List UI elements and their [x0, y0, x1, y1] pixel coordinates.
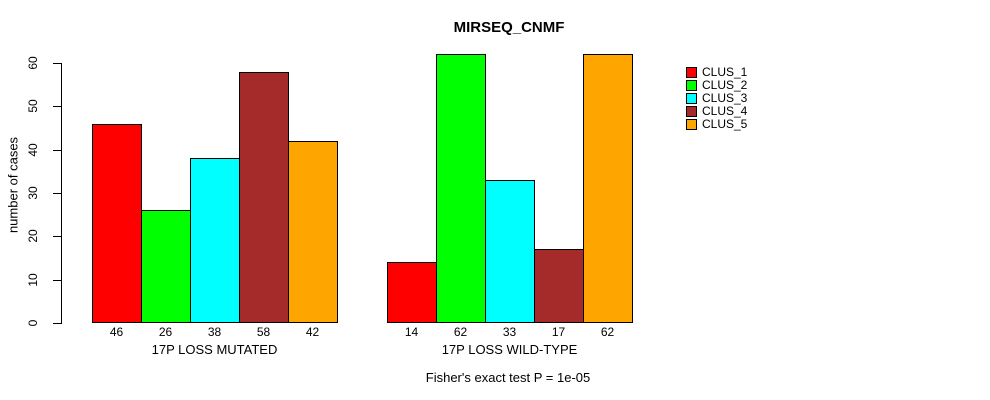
bar-value-label: 46 — [109, 325, 124, 339]
legend-item: CLUS_2 — [686, 79, 747, 92]
bar — [288, 141, 338, 323]
y-tick-label: 0 — [26, 319, 40, 327]
legend-label: CLUS_2 — [702, 78, 748, 92]
bar-value-label: 58 — [256, 325, 271, 339]
bar-value-label: 17 — [551, 325, 566, 339]
y-tick — [53, 323, 61, 324]
y-tick-label: 50 — [26, 99, 40, 113]
chart-title: MIRSEQ_CNMF — [453, 19, 565, 36]
y-tick — [53, 280, 61, 281]
bar-value-label: 33 — [502, 325, 517, 339]
legend-item: CLUS_1 — [686, 66, 747, 79]
y-tick — [53, 193, 61, 194]
group-label-wildtype: 17P LOSS WILD-TYPE — [441, 342, 578, 357]
y-tick — [53, 150, 61, 151]
legend-swatch — [686, 67, 697, 78]
bar-value-label: 38 — [207, 325, 222, 339]
group-label-mutated: 17P LOSS MUTATED — [151, 342, 278, 357]
legend-item: CLUS_5 — [686, 118, 747, 131]
bar-value-label: 42 — [305, 325, 320, 339]
bar — [534, 249, 584, 323]
bar — [190, 158, 240, 323]
legend-label: CLUS_1 — [702, 65, 748, 79]
bar — [485, 180, 535, 323]
legend-label: CLUS_3 — [702, 91, 748, 105]
y-tick — [53, 63, 61, 64]
y-axis-line — [61, 63, 62, 324]
y-tick-label: 40 — [26, 143, 40, 157]
y-tick-label: 20 — [26, 229, 40, 243]
bar-value-label: 62 — [600, 325, 615, 339]
legend-label: CLUS_5 — [702, 117, 748, 131]
bar-value-label: 62 — [453, 325, 468, 339]
y-tick-label: 30 — [26, 186, 40, 200]
legend-item: CLUS_4 — [686, 105, 747, 118]
y-tick-label: 10 — [26, 273, 40, 287]
y-axis-title: number of cases — [5, 136, 21, 234]
legend-swatch — [686, 93, 697, 104]
bar-value-label: 26 — [158, 325, 173, 339]
legend-swatch — [686, 80, 697, 91]
bar — [141, 210, 191, 323]
bar — [92, 124, 142, 323]
bar — [239, 72, 289, 323]
y-tick-label: 60 — [26, 56, 40, 70]
y-tick — [53, 106, 61, 107]
bar — [387, 262, 437, 323]
legend-swatch — [686, 106, 697, 117]
bar-value-label: 14 — [404, 325, 419, 339]
bar — [436, 54, 486, 323]
legend-swatch — [686, 119, 697, 130]
bar — [583, 54, 633, 323]
legend-label: CLUS_4 — [702, 104, 748, 118]
legend-item: CLUS_3 — [686, 92, 747, 105]
legend: CLUS_1 CLUS_2 CLUS_3 CLUS_4 CLUS_5 — [686, 66, 747, 131]
y-tick — [53, 236, 61, 237]
annotation-text: Fisher's exact test P = 1e-05 — [425, 370, 591, 385]
